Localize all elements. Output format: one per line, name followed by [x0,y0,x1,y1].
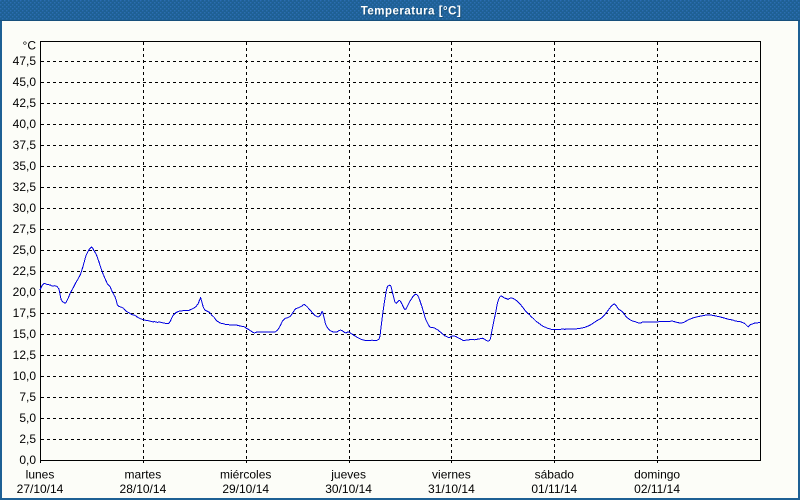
svg-text:lunes: lunes [26,468,55,482]
svg-text:0,0: 0,0 [19,453,36,467]
svg-text:27/10/14: 27/10/14 [17,482,64,496]
svg-text:sábado: sábado [535,468,575,482]
svg-text:28/10/14: 28/10/14 [120,482,167,496]
svg-text:02/11/14: 02/11/14 [634,482,680,496]
svg-text:22,5: 22,5 [13,264,37,278]
svg-text:viernes: viernes [432,468,471,482]
svg-text:37,5: 37,5 [13,138,37,152]
svg-text:42,5: 42,5 [13,96,37,110]
svg-text:17,5: 17,5 [13,306,37,320]
svg-text:25,0: 25,0 [13,243,37,257]
svg-text:miércoles: miércoles [220,468,271,482]
svg-text:12,5: 12,5 [13,348,37,362]
svg-text:47,5: 47,5 [13,54,37,68]
svg-text:20,0: 20,0 [13,285,37,299]
svg-text:29/10/14: 29/10/14 [222,482,269,496]
svg-text:40,0: 40,0 [13,117,37,131]
svg-text:01/11/14: 01/11/14 [531,482,577,496]
svg-text:Temperatura [°C]: Temperatura [°C] [361,6,462,18]
svg-text:32,5: 32,5 [13,180,37,194]
svg-text:5,0: 5,0 [19,411,36,425]
svg-text:35,0: 35,0 [13,159,37,173]
svg-text:Temperatura [°C]: Temperatura [°C] [362,7,463,19]
svg-text:martes: martes [125,468,162,482]
svg-text:2,5: 2,5 [19,432,36,446]
svg-text:27,5: 27,5 [13,222,37,236]
svg-text:30,0: 30,0 [13,201,37,215]
svg-text:domingo: domingo [634,468,680,482]
svg-text:31/10/14: 31/10/14 [428,482,475,496]
svg-text:30/10/14: 30/10/14 [325,482,372,496]
svg-text:45,0: 45,0 [13,75,37,89]
svg-text:7,5: 7,5 [19,390,36,404]
svg-text:°C: °C [23,39,37,53]
svg-text:15,0: 15,0 [13,327,37,341]
svg-text:10,0: 10,0 [13,369,37,383]
svg-text:jueves: jueves [330,468,366,482]
